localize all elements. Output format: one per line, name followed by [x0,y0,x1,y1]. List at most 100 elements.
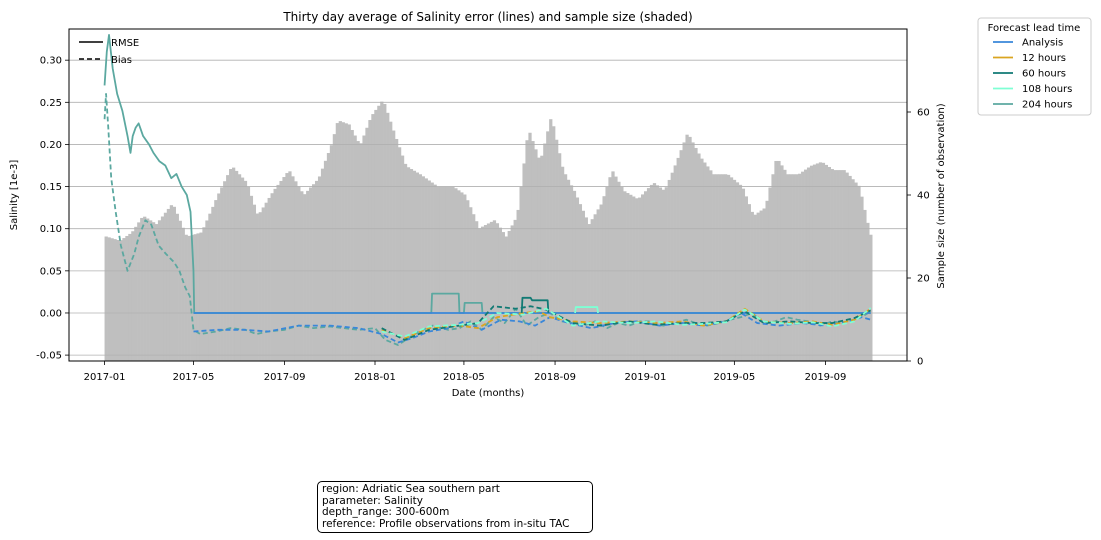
y-tick-label: 0.10 [40,224,62,235]
sample-size-bar [765,200,769,361]
sample-size-bar [199,232,203,361]
sample-size-bar [501,232,505,361]
sample-size-bar [104,236,108,361]
sample-size-bar [732,179,737,361]
sample-size-bar [679,150,683,361]
sample-size-bar [723,174,728,361]
sample-size-bar [288,171,292,361]
sample-size-bar [777,160,781,361]
sample-size-bar [783,169,787,361]
sample-size-bar [673,165,677,361]
sample-size-bar [285,173,289,361]
sample-size-bar [220,187,224,361]
sample-size-bar [575,197,580,361]
sample-size-bar [273,188,277,361]
sample-size-bar [392,130,396,361]
sample-size-bar [196,233,200,361]
sample-size-bar [297,186,301,361]
sample-size-bar [403,163,408,362]
x-tick-label: 2019-09 [805,372,847,383]
sample-size-bar [558,153,562,361]
sample-size-bar [549,119,553,361]
sample-size-bar [510,225,514,361]
sample-size-bar [406,167,411,361]
sample-size-bar [460,192,464,361]
sample-size-bar [718,174,722,361]
chart-title: Thirty day average of Salinity error (li… [282,10,692,24]
sample-size-bar [522,163,526,361]
sample-size-bar [830,169,834,361]
sample-size-bar [492,220,497,361]
sample-size-bar [534,149,538,361]
sample-size-bar [240,177,245,361]
series-line-analysis-bias [193,312,871,344]
sample-size-bar [519,186,523,361]
sample-size-bar [160,216,165,361]
sample-size-bar [439,186,443,361]
sample-size-bar [528,132,532,361]
sample-size-bar [694,147,698,361]
sample-size-bar [166,208,171,361]
sample-size-bar [842,170,846,361]
sample-size-bar [738,184,743,361]
sample-size-bar [697,153,701,361]
sample-size-bar [540,155,544,361]
series-line-60-hours-rmse [520,296,550,314]
sample-size-bar [513,219,517,361]
sample-size-bar [178,220,182,361]
sample-size-bar [469,207,473,361]
sample-size-bar [721,174,725,361]
sample-size-bar [184,234,188,361]
sample-size-bar [685,134,689,361]
sample-size-bar [350,129,354,361]
sample-size-bar [824,164,829,361]
legend-label-204-hours: 204 hours [1022,100,1072,111]
y-tick-label: 0.25 [40,98,62,109]
sample-size-bar [709,170,713,361]
y-axis-right-label: Sample size (number of observation) [936,103,947,288]
sample-size-bar [706,166,710,361]
sample-size-bar [833,170,837,361]
sample-size-bar [804,169,808,361]
lead-time-legend-title: Forecast lead time [988,23,1081,34]
x-tick-label: 2017-05 [173,372,215,383]
sample-size-bar [552,126,556,362]
sample-size-bar [347,124,351,361]
y-tick-label: 0.15 [40,182,62,193]
sample-size-bar [525,140,529,361]
sample-size-bar [246,186,251,361]
rmse-legend-label: RMSE [111,38,139,49]
sample-size-bar [291,176,295,361]
sample-size-bar [851,179,855,361]
info-region: region: Adriatic Sea southern part [322,483,500,495]
sample-size-bar [154,224,159,361]
sample-size-bar [187,235,191,361]
right-axis: 0 20 40 60 [907,108,930,368]
sample-size-bar [317,176,322,361]
sample-size-bar [208,213,212,361]
sample-size-bar [359,143,363,361]
sample-size-bar [412,170,417,361]
sample-size-bar [555,139,559,361]
sample-size-bar [762,208,766,361]
sample-size-bar [815,163,820,361]
sample-size-bar [270,193,274,361]
sample-size-bar [116,239,120,361]
sample-size-bar [771,174,775,361]
sample-size-bar [389,121,393,362]
y-tick-label: 0.00 [40,308,62,319]
sample-size-bar [750,211,754,361]
sample-size-bar [338,121,342,361]
sample-size-bar [620,186,624,361]
x-tick-label: 2018-09 [534,372,576,383]
sample-size-bar [546,131,550,361]
y-tick-label: 0.05 [40,266,62,277]
sample-size-bar [753,214,757,361]
sample-size-bar [821,162,826,361]
sample-size-bar [234,170,239,361]
sample-size-bar [252,204,257,361]
sample-size-bar [300,191,304,361]
sample-size-bar [137,222,141,361]
sample-size-bar [113,239,117,361]
sample-size-bar [712,174,716,361]
